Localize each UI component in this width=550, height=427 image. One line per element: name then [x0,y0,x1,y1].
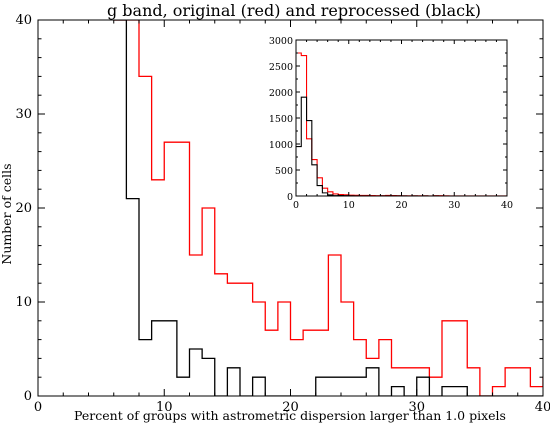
inset-x-tick-label: 30 [448,200,460,211]
inset-x-tick-label: 10 [343,200,355,211]
main-y-tick-label: 0 [24,389,32,404]
inset-y-tick-label: 500 [275,166,293,177]
main-y-tick-label: 30 [15,107,32,122]
inset-y-tick-label: 2000 [269,88,293,99]
main-series-red-step-line [113,20,543,396]
inset-series-black-step-line [296,96,507,196]
main-y-tick-label: 20 [15,201,32,216]
x-axis-label: Percent of groups with astrometric dispe… [74,408,506,423]
main-y-tick-label: 10 [15,295,32,310]
inset-y-tick-label: 0 [287,192,293,203]
main-plot-area: 0 10 20 30 40 0 10 20 30 40 [15,13,550,415]
y-axis-label: Number of cells [0,163,14,264]
inset-x-tick-label: 40 [501,200,513,211]
inset-plot-frame [295,39,508,197]
main-y-tick-label: 40 [15,13,32,28]
inset-y-tick-label: 1000 [269,140,293,151]
main-series-black-step-line [113,20,543,396]
inset-y-tick-label: 1500 [269,114,293,125]
inset-plot-area: 0 10 20 30 40 0 500 1000 1500 2000 2500 3000 [269,36,513,211]
main-x-tick-label: 20 [282,400,299,415]
inset-x-tick-label: 0 [293,200,299,211]
inset-y-tick-label: 2500 [269,62,293,73]
inset-x-tick-label: 20 [395,200,407,211]
inset-series-red-step-line [296,52,507,196]
main-x-tick-label: 10 [156,400,173,415]
chart-title: g band, original (red) and reprocessed (… [107,1,481,20]
main-x-tick-label: 0 [34,400,42,415]
inset-y-tick-label: 3000 [269,36,293,47]
main-x-tick-label: 40 [535,400,550,415]
main-x-tick-label: 30 [408,400,425,415]
